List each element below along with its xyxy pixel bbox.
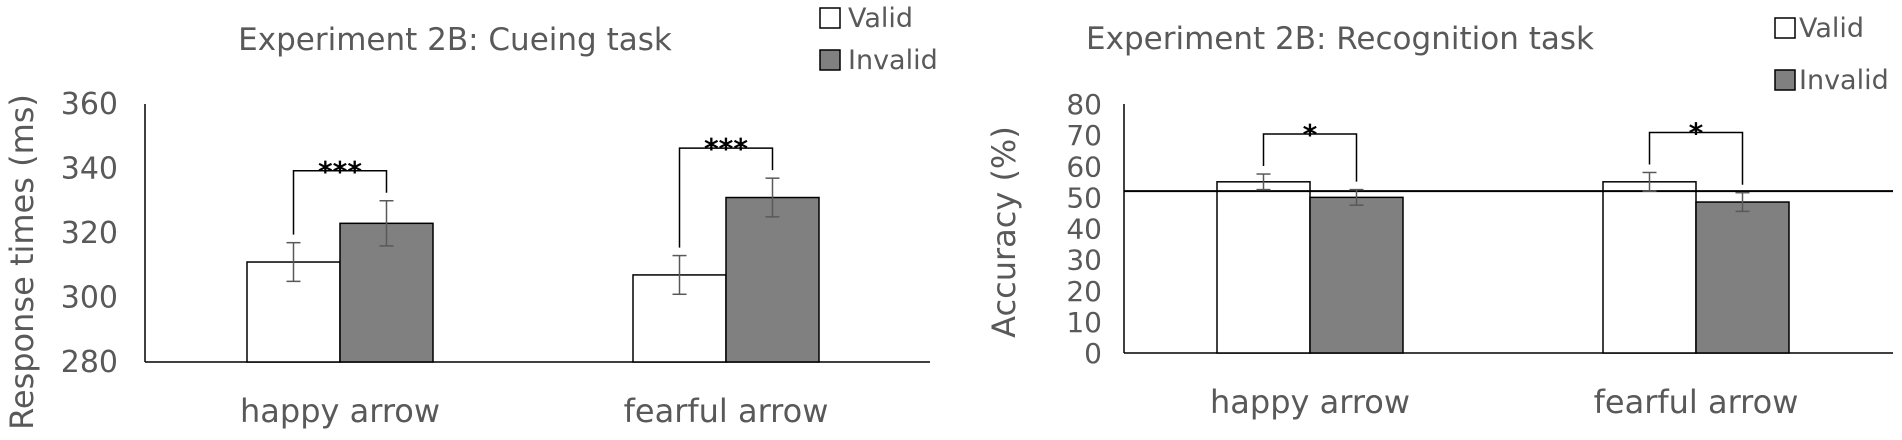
y-tick-label: 0 — [1084, 337, 1102, 370]
significance-marker: *** — [704, 132, 748, 165]
y-tick-label: 360 — [61, 87, 118, 122]
significance-bracket — [678, 147, 774, 248]
y-tick-label: 320 — [61, 216, 118, 251]
bar-invalid-happy — [1309, 196, 1404, 354]
legend-label-invalid: Invalid — [848, 45, 938, 76]
significance-bracket — [1648, 131, 1744, 185]
error-bar — [1256, 173, 1271, 191]
significance-marker: * — [1689, 116, 1704, 149]
y-tick-label: 280 — [61, 345, 118, 380]
significance-marker: * — [1303, 118, 1318, 151]
bar-valid-fearful — [1602, 181, 1697, 354]
error-bar — [1735, 191, 1750, 213]
y-tick-label: 30 — [1066, 244, 1102, 277]
error-bar — [765, 177, 780, 218]
legend-label-valid: Valid — [1799, 13, 1864, 44]
legend-label-valid: Valid — [848, 3, 913, 34]
chart-title: Experiment 2B: Cueing task — [238, 22, 672, 58]
y-tick-label: 300 — [61, 281, 118, 316]
error-bar — [672, 254, 687, 296]
legend-swatch-valid — [1774, 17, 1796, 39]
y-tick-label: 80 — [1066, 88, 1102, 121]
cueing-task-plot: Experiment 2B: Cueing task Response time… — [3, 3, 938, 430]
y-tick-label: 20 — [1066, 275, 1102, 308]
x-tick-label: fearful arrow — [1594, 383, 1799, 421]
significance-bracket — [1262, 133, 1358, 182]
y-tick-label: 50 — [1066, 181, 1102, 214]
y-tick-label: 60 — [1066, 150, 1102, 183]
bar-invalid-fearful — [1695, 201, 1790, 354]
y-axis-label: Response times (ms) — [3, 94, 41, 430]
x-tick-label: fearful arrow — [624, 392, 829, 430]
y-tick-label: 340 — [61, 152, 118, 187]
x-tick-label: happy arrow — [240, 392, 440, 430]
bar-valid-happy — [1216, 181, 1311, 354]
significance-bracket — [292, 170, 388, 235]
x-tick-label: happy arrow — [1210, 383, 1410, 421]
legend-swatch-invalid — [819, 49, 841, 71]
error-bar — [1642, 171, 1657, 192]
legend-label-invalid: Invalid — [1799, 65, 1889, 96]
legend: Valid Invalid — [819, 3, 938, 76]
error-bar — [379, 200, 394, 247]
y-tick-label: 10 — [1066, 306, 1102, 339]
bar-invalid-fearful — [725, 196, 820, 363]
error-bar — [1349, 188, 1364, 206]
recognition-task-chart: Experiment 2B: Recognition task Accuracy… — [950, 0, 1902, 440]
legend-swatch-invalid — [1774, 69, 1796, 91]
y-tick-label: 70 — [1066, 119, 1102, 152]
y-tick-label: 40 — [1066, 213, 1102, 246]
significance-marker: *** — [318, 155, 362, 188]
legend-swatch-valid — [819, 7, 841, 29]
recognition-task-plot: Experiment 2B: Recognition task Accuracy… — [985, 13, 1893, 421]
legend: Valid Invalid — [1774, 13, 1889, 96]
cueing-task-chart: Experiment 2B: Cueing task Response time… — [0, 0, 950, 440]
error-bar — [286, 241, 301, 283]
chart-title: Experiment 2B: Recognition task — [1086, 21, 1594, 57]
y-axis-label: Accuracy (%) — [985, 126, 1023, 338]
